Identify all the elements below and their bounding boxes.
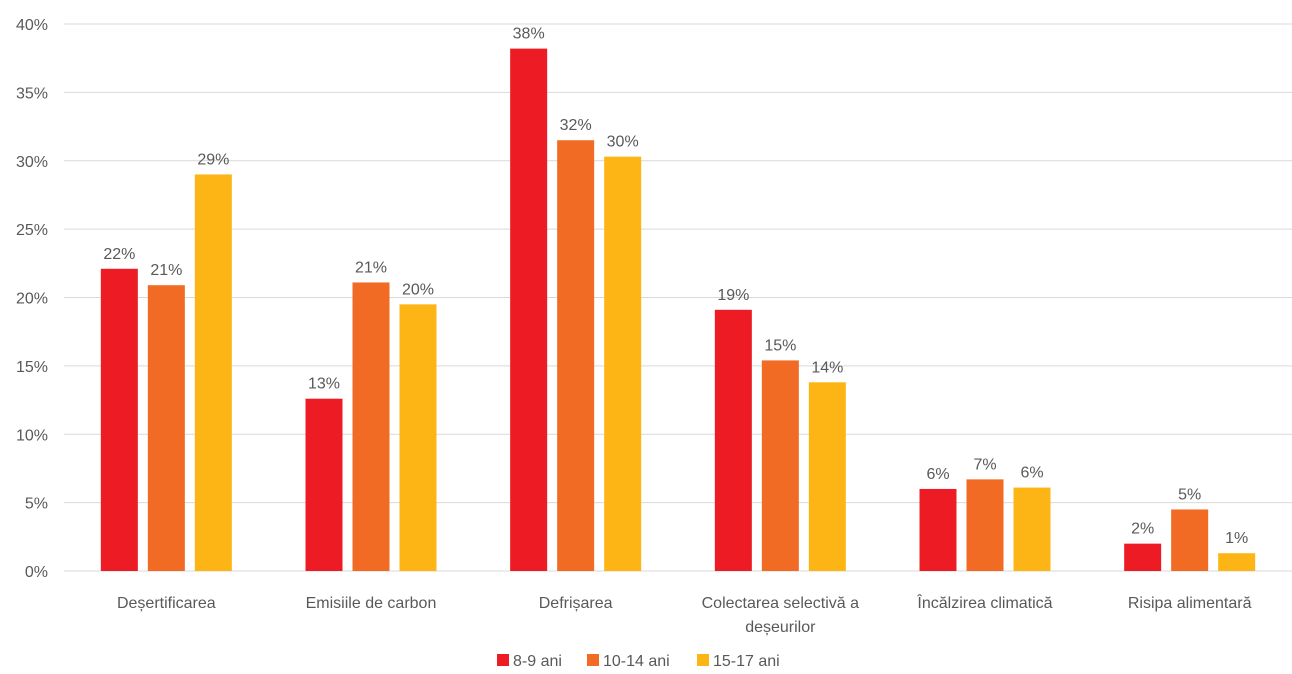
data-label: 6% xyxy=(1020,465,1043,482)
bar xyxy=(1013,487,1051,571)
bar xyxy=(919,488,957,571)
y-tick-label: 20% xyxy=(16,291,48,308)
category-labels: Deșertificarea Emisiile de carbon Defrișar… xyxy=(117,593,1252,636)
bar xyxy=(966,479,1004,571)
data-label: 13% xyxy=(308,376,340,393)
gridlines xyxy=(64,23,1292,572)
data-label: 20% xyxy=(402,281,434,298)
bar xyxy=(305,398,343,571)
bar xyxy=(604,156,642,571)
bars xyxy=(100,48,1256,572)
category-label: Defrișarea xyxy=(539,595,613,612)
bar xyxy=(147,285,185,571)
y-tick-label: 25% xyxy=(16,222,48,239)
legend-swatch xyxy=(587,654,599,666)
y-tick-label: 5% xyxy=(25,496,48,513)
data-label: 29% xyxy=(197,151,229,168)
y-tick-label: 0% xyxy=(25,564,48,581)
category-label: Deșertificarea xyxy=(117,595,216,612)
category-label: Emisiile de carbon xyxy=(306,595,437,612)
y-tick-label: 15% xyxy=(16,359,48,376)
data-label: 14% xyxy=(811,359,843,376)
category-label: Încălzirea climatică xyxy=(916,593,1052,612)
data-label: 32% xyxy=(560,117,592,134)
legend-swatch xyxy=(697,654,709,666)
data-label: 19% xyxy=(717,287,749,304)
data-label: 6% xyxy=(926,466,949,483)
y-tick-label: 10% xyxy=(16,427,48,444)
bar xyxy=(714,309,752,571)
bar xyxy=(1171,509,1209,571)
category-label: Risipa alimentară xyxy=(1128,595,1252,612)
bar xyxy=(1218,553,1256,571)
bar xyxy=(194,174,232,572)
bar xyxy=(100,268,138,571)
data-label: 7% xyxy=(973,456,996,473)
category-label: deșeurilor xyxy=(745,619,816,636)
data-label: 21% xyxy=(355,259,387,276)
data-label: 1% xyxy=(1225,530,1248,547)
legend-label: 10-14 ani xyxy=(603,653,670,670)
bar xyxy=(399,304,437,571)
category-label: Colectarea selectivă a xyxy=(702,595,860,612)
y-tick-label: 40% xyxy=(16,17,48,34)
data-label: 38% xyxy=(513,26,545,43)
bar xyxy=(557,140,595,572)
data-label: 30% xyxy=(607,134,639,151)
data-label: 21% xyxy=(150,262,182,279)
bar xyxy=(1124,543,1162,571)
data-labels: 22% 21% 29% 13% 21% 20% 38% 32% 30% 19% 15% 14% 6% 7%… xyxy=(103,26,1248,548)
legend-swatch xyxy=(497,654,509,666)
bar xyxy=(352,282,390,571)
legend-label: 8-9 ani xyxy=(513,653,562,670)
data-label: 5% xyxy=(1178,486,1201,503)
data-label: 2% xyxy=(1131,521,1154,538)
legend: 8-9 ani 10-14 ani 15-17 ani xyxy=(497,653,780,670)
bar xyxy=(808,382,846,571)
y-axis-tick-labels: 0% 5% 10% 15% 20% 25% 30% 35% 40% xyxy=(16,17,48,581)
data-label: 22% xyxy=(103,246,135,263)
bar xyxy=(510,48,548,572)
legend-label: 15-17 ani xyxy=(713,653,780,670)
bar xyxy=(761,360,799,571)
y-tick-label: 30% xyxy=(16,154,48,171)
data-label: 15% xyxy=(764,337,796,354)
y-tick-label: 35% xyxy=(16,85,48,102)
